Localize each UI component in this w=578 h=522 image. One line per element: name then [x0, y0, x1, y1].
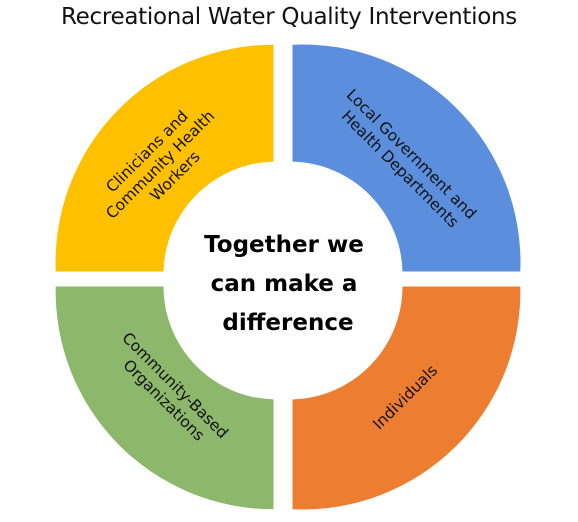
center-line: Together we: [204, 232, 364, 258]
segment-local-government: [292, 44, 521, 272]
segment-community-based: [55, 286, 274, 510]
center-line: can make a: [211, 271, 358, 297]
segment-clinicians: [55, 44, 274, 272]
diagram-title: Recreational Water Quality Interventions: [61, 4, 517, 30]
center-line: difference: [222, 310, 353, 336]
segment-individuals: [292, 286, 521, 510]
center-message: Together we can make a difference: [204, 232, 372, 336]
